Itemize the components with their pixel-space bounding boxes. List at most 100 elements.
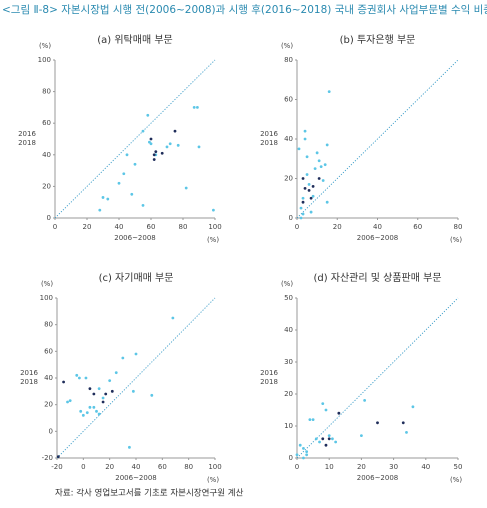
point xyxy=(337,411,341,415)
point xyxy=(305,450,309,453)
point xyxy=(88,387,92,391)
y-unit: (%) xyxy=(41,280,53,288)
y-axis-label: 2016 xyxy=(260,130,278,138)
point xyxy=(146,113,150,117)
x-tick-label: 80 xyxy=(184,463,193,471)
point xyxy=(331,437,334,441)
x-tick-label: 50 xyxy=(454,463,463,471)
diagonal-line xyxy=(56,297,216,459)
point xyxy=(133,162,137,166)
point xyxy=(62,380,65,384)
y-tick-label: 60 xyxy=(284,96,293,104)
point xyxy=(84,376,88,380)
x-tick-label: 20 xyxy=(333,223,342,231)
point xyxy=(56,455,60,459)
point xyxy=(302,456,305,460)
point xyxy=(305,173,309,176)
point xyxy=(305,453,309,457)
point xyxy=(197,145,201,149)
y-axis-label: 2018 xyxy=(18,139,36,147)
diagonal-line xyxy=(296,297,459,459)
point xyxy=(319,165,323,169)
point xyxy=(309,196,313,200)
point xyxy=(98,208,102,212)
y-tick-label: 20 xyxy=(284,390,293,398)
y-tick-label: 50 xyxy=(284,294,293,302)
x-unit: (%) xyxy=(207,476,219,484)
point xyxy=(363,399,367,402)
point xyxy=(176,143,180,147)
panel-title: (d) 자산관리 및 상품판매 부문 xyxy=(313,272,441,284)
point xyxy=(295,453,299,457)
point xyxy=(92,405,96,409)
point xyxy=(411,405,415,409)
x-tick-label: 0 xyxy=(295,223,299,231)
point xyxy=(149,142,153,146)
y-axis-label: 2018 xyxy=(260,139,278,147)
point xyxy=(92,392,96,396)
y-tick-label: -20 xyxy=(42,454,53,462)
point xyxy=(360,434,363,437)
point xyxy=(313,167,317,171)
y-tick-label: 100 xyxy=(40,294,53,302)
diagonal-line xyxy=(296,59,459,219)
point xyxy=(141,129,145,133)
point xyxy=(150,393,154,397)
point xyxy=(323,163,327,167)
point xyxy=(81,413,85,417)
y-tick-label: 0 xyxy=(289,214,293,222)
y-tick-label: 80 xyxy=(284,56,293,64)
x-tick-label: -20 xyxy=(51,463,62,471)
y-tick-label: 40 xyxy=(44,374,53,382)
point xyxy=(299,216,303,220)
x-tick-label: 0 xyxy=(53,223,57,231)
point xyxy=(327,434,331,437)
x-tick-label: 60 xyxy=(147,223,156,231)
point xyxy=(68,399,72,403)
point xyxy=(317,159,321,163)
point xyxy=(77,376,81,380)
point xyxy=(168,142,172,146)
x-tick-label: 0 xyxy=(81,463,85,471)
x-axis-label: 2006~2008 xyxy=(114,234,156,242)
y-tick-label: 80 xyxy=(42,88,51,96)
point xyxy=(165,145,169,149)
point xyxy=(325,200,329,204)
y-axis-label: 2018 xyxy=(260,378,278,386)
x-unit: (%) xyxy=(450,236,462,244)
point xyxy=(141,203,145,207)
x-tick-label: 0 xyxy=(295,463,299,471)
point xyxy=(128,445,131,449)
y-tick-label: 10 xyxy=(284,422,293,430)
y-unit: (%) xyxy=(281,42,293,50)
point xyxy=(101,400,105,404)
point xyxy=(401,421,405,425)
point xyxy=(311,194,315,198)
point xyxy=(305,155,309,159)
point xyxy=(376,421,379,425)
x-tick-label: 40 xyxy=(132,463,141,471)
point xyxy=(125,153,129,157)
point xyxy=(311,185,315,188)
point xyxy=(97,412,101,416)
x-tick-label: 80 xyxy=(179,223,188,231)
point xyxy=(66,400,69,404)
point xyxy=(184,186,188,190)
point xyxy=(160,151,164,155)
y-tick-label: 20 xyxy=(42,182,51,190)
x-tick-label: 80 xyxy=(454,223,463,231)
point xyxy=(95,409,98,413)
y-axis-label: 2016 xyxy=(20,369,38,377)
y-tick-label: 30 xyxy=(284,358,293,366)
point xyxy=(303,129,307,133)
point xyxy=(317,177,321,180)
y-unit: (%) xyxy=(39,42,51,50)
point xyxy=(79,409,83,413)
y-tick-label: 20 xyxy=(44,401,53,409)
point xyxy=(110,389,114,393)
point xyxy=(301,200,305,204)
x-tick-label: 100 xyxy=(208,463,221,471)
point xyxy=(324,408,328,412)
y-tick-label: 60 xyxy=(42,119,51,127)
point xyxy=(212,208,215,212)
